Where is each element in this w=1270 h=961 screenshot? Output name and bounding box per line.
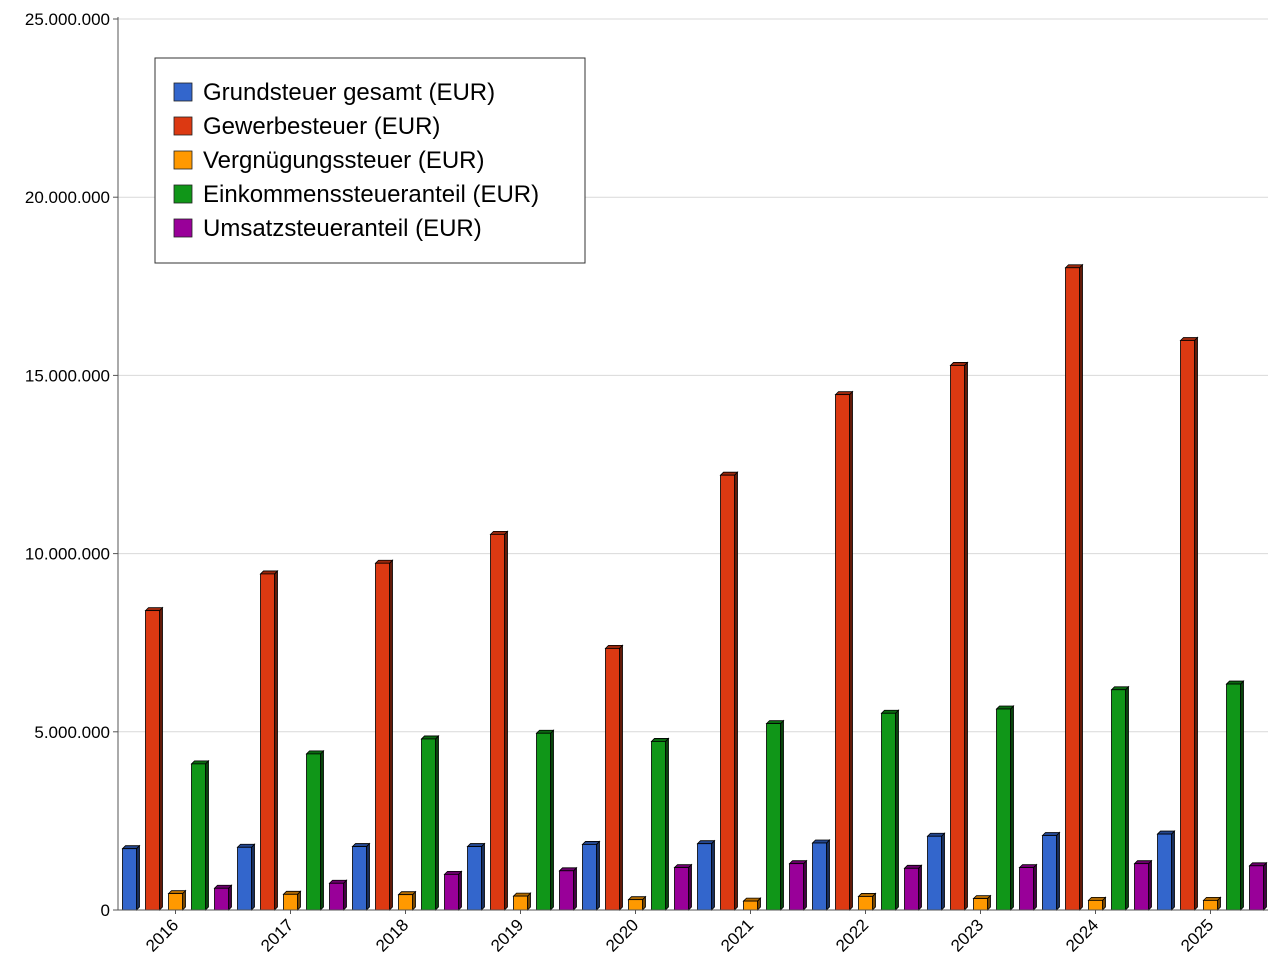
- bar-2023-series-3: [972, 894, 992, 911]
- legend-swatch: [173, 150, 193, 170]
- bar-2022-series-5: [903, 864, 923, 911]
- bar-2021-series-3: [742, 897, 762, 911]
- bar-2016-series-2: [144, 606, 164, 911]
- legend-swatch: [173, 116, 193, 136]
- legend-label: Grundsteuer gesamt (EUR): [203, 79, 495, 106]
- bar-2022-series-3: [857, 892, 877, 911]
- bar-2017-series-3: [282, 890, 302, 911]
- legend-label: Gewerbesteuer (EUR): [203, 113, 440, 140]
- bar-2024-series-2: [1064, 263, 1084, 911]
- legend-item: Grundsteuer gesamt (EUR): [173, 79, 495, 106]
- bar-2020-series-5: [673, 863, 693, 911]
- y-tick-label: 15.000.000: [25, 366, 110, 385]
- bar-2024-series-1: [1041, 831, 1061, 911]
- bar-2019-series-3: [512, 892, 532, 911]
- x-tick-label: 2024: [1062, 915, 1102, 955]
- bar-2018-series-2: [374, 559, 394, 911]
- legend-label: Vergnügungssteuer (EUR): [203, 147, 484, 174]
- legend-label: Umsatzsteueranteil (EUR): [203, 215, 482, 242]
- bar-2023-series-1: [926, 832, 946, 911]
- bar-2021-series-2: [719, 471, 739, 911]
- bars: [121, 263, 1268, 911]
- bar-2025-series-4: [1225, 680, 1245, 911]
- x-tick-label: 2021: [717, 915, 757, 955]
- bar-2020-series-1: [581, 840, 601, 911]
- bar-2025-series-2: [1179, 336, 1199, 911]
- legend-swatch: [173, 82, 193, 102]
- bar-2024-series-5: [1133, 859, 1153, 911]
- bar-2018-series-1: [351, 842, 371, 911]
- bar-2016-series-4: [190, 759, 210, 911]
- bar-2021-series-1: [696, 839, 716, 911]
- x-tick-label: 2018: [372, 915, 412, 955]
- legend-item: Einkommenssteueranteil (EUR): [173, 181, 539, 208]
- bar-2016-series-3: [167, 889, 187, 911]
- bar-2021-series-4: [765, 719, 785, 911]
- bar-2024-series-4: [1110, 685, 1130, 911]
- bar-2019-series-5: [558, 866, 578, 911]
- y-tick-label: 5.000.000: [34, 723, 110, 742]
- x-tick-label: 2017: [257, 915, 297, 955]
- bar-2025-series-3: [1202, 896, 1222, 911]
- bar-2017-series-1: [236, 843, 256, 911]
- bar-2017-series-2: [259, 569, 279, 911]
- legend-item: Vergnügungssteuer (EUR): [173, 147, 484, 174]
- legend-box: [154, 57, 586, 264]
- bar-2020-series-2: [604, 644, 624, 911]
- bar-2019-series-2: [489, 530, 509, 911]
- bar-2022-series-1: [811, 839, 831, 911]
- y-tick-label: 25.000.000: [25, 10, 110, 29]
- x-tick-label: 2022: [832, 915, 872, 955]
- legend-item: Gewerbesteuer (EUR): [173, 113, 440, 140]
- bar-2025-series-1: [1156, 830, 1176, 911]
- bar-2020-series-3: [627, 895, 647, 911]
- bar-2023-series-4: [995, 705, 1015, 911]
- x-tick-label: 2016: [142, 915, 182, 955]
- bar-2019-series-1: [466, 842, 486, 911]
- x-tick-label: 2020: [602, 915, 642, 955]
- bar-2017-series-5: [328, 879, 348, 911]
- bar-2018-series-5: [443, 870, 463, 911]
- bar-2022-series-2: [834, 390, 854, 911]
- y-tick-label: 10.000.000: [25, 545, 110, 564]
- legend-swatch: [173, 184, 193, 204]
- x-tick-label: 2019: [487, 915, 527, 955]
- bar-2025-series-5: [1248, 861, 1268, 911]
- bar-2017-series-4: [305, 749, 325, 911]
- bar-2021-series-5: [788, 859, 808, 911]
- legend-item: Umsatzsteueranteil (EUR): [173, 215, 482, 242]
- bar-2019-series-4: [535, 729, 555, 911]
- bar-2018-series-3: [397, 890, 417, 911]
- bar-2020-series-4: [650, 737, 670, 911]
- y-tick-label: 20.000.000: [25, 188, 110, 207]
- bar-2023-series-5: [1018, 863, 1038, 911]
- bar-2023-series-2: [949, 361, 969, 911]
- legend: Grundsteuer gesamt (EUR) Gewerbesteuer (E…: [154, 57, 586, 264]
- bar-2018-series-4: [420, 734, 440, 911]
- bar-2016-series-5: [213, 884, 233, 911]
- legend-swatch: [173, 218, 193, 238]
- x-tick-label: 2023: [947, 915, 987, 955]
- bar-2024-series-3: [1087, 896, 1107, 911]
- bar-2022-series-4: [880, 709, 900, 911]
- bar-2016-series-1: [121, 844, 141, 911]
- legend-label: Einkommenssteueranteil (EUR): [203, 181, 539, 208]
- x-tick-label: 2025: [1177, 915, 1217, 955]
- y-tick-label: 0: [101, 901, 110, 920]
